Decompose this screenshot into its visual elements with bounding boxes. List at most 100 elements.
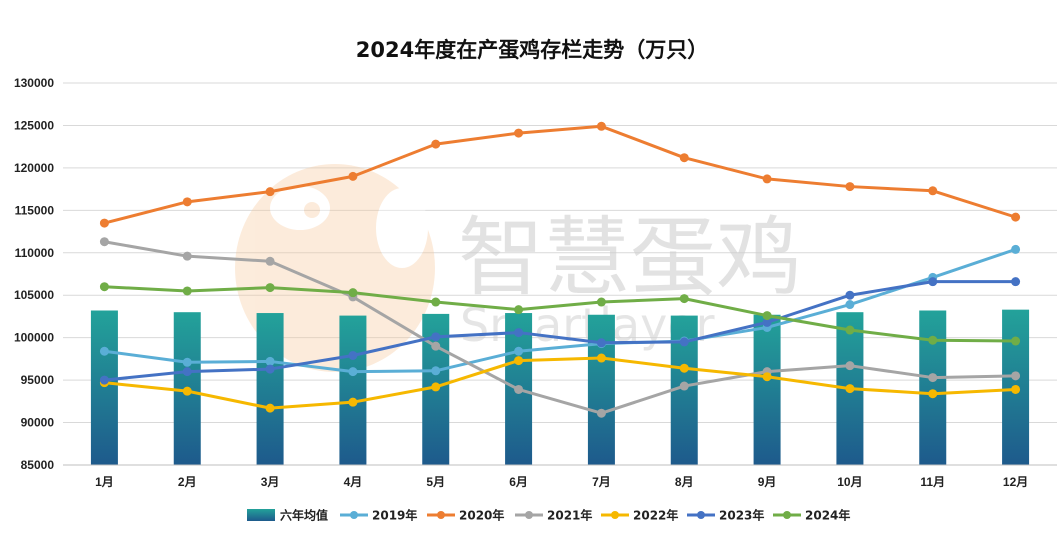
data-point xyxy=(1011,212,1021,222)
legend: 六年均值 2019年 2020年 2021年 2022年 2023年 2024年 xyxy=(247,508,850,523)
legend-item: 2024年 xyxy=(773,508,850,523)
data-point xyxy=(265,256,275,266)
y-tick-label: 105000 xyxy=(14,288,54,302)
y-tick-label: 120000 xyxy=(14,161,54,175)
y-tick-label: 115000 xyxy=(15,203,55,217)
series-line-2020年 xyxy=(99,121,1021,228)
data-point xyxy=(99,218,109,228)
data-point xyxy=(431,366,441,376)
data-point xyxy=(431,382,441,392)
data-point xyxy=(99,237,109,247)
legend-item: 2021年 xyxy=(515,508,592,523)
data-point xyxy=(265,356,275,366)
data-point xyxy=(762,174,772,184)
data-point xyxy=(348,367,358,377)
data-point xyxy=(762,311,772,321)
data-point xyxy=(845,300,855,310)
data-point xyxy=(99,375,109,385)
data-point xyxy=(348,350,358,360)
series-path xyxy=(102,247,1018,374)
legend-label: 2023年 xyxy=(719,508,764,523)
data-point xyxy=(182,367,192,377)
x-tick-label: 7月 xyxy=(592,475,611,489)
data-point xyxy=(182,357,192,367)
legend-marker xyxy=(697,511,705,519)
data-point xyxy=(1011,244,1021,254)
legend-label: 2020年 xyxy=(459,508,504,523)
bar-six-year-avg xyxy=(339,315,367,465)
data-point xyxy=(182,386,192,396)
data-point xyxy=(265,283,275,293)
y-tick-label: 90000 xyxy=(21,416,55,430)
x-tick-label: 3月 xyxy=(261,475,280,489)
data-point xyxy=(348,171,358,181)
data-point xyxy=(928,389,938,399)
data-point xyxy=(596,338,606,348)
x-tick-label: 1月 xyxy=(95,475,114,489)
x-tick-label: 4月 xyxy=(344,475,363,489)
data-point xyxy=(514,384,524,394)
data-point xyxy=(431,332,441,342)
data-point xyxy=(182,286,192,296)
data-point xyxy=(431,341,441,351)
legend-label: 2021年 xyxy=(547,508,592,523)
x-tick-label: 6月 xyxy=(509,475,528,489)
watermark-text-cn: 智慧蛋鸡 xyxy=(458,208,802,308)
y-tick-label: 110000 xyxy=(15,246,55,260)
data-point xyxy=(99,346,109,356)
data-point xyxy=(514,128,524,138)
data-point xyxy=(265,364,275,374)
x-tick-label: 10月 xyxy=(837,475,862,489)
legend-item: 2020年 xyxy=(427,508,504,523)
legend-marker xyxy=(350,511,358,519)
data-point xyxy=(348,288,358,298)
legend-marker xyxy=(783,511,791,519)
data-point xyxy=(596,408,606,418)
data-point xyxy=(514,346,524,356)
y-tick-label: 100000 xyxy=(14,331,54,345)
x-tick-label: 8月 xyxy=(675,475,694,489)
data-point xyxy=(182,251,192,261)
data-point xyxy=(845,182,855,192)
x-tick-label: 9月 xyxy=(758,475,777,489)
data-point xyxy=(845,384,855,394)
data-point xyxy=(845,290,855,300)
data-point xyxy=(679,363,689,373)
data-point xyxy=(1011,336,1021,346)
chart-title: 2024年度在产蛋鸡存栏走势（万只） xyxy=(355,38,709,62)
bar-six-year-avg xyxy=(90,310,118,465)
bar-six-year-avg xyxy=(587,314,615,465)
bar-six-year-avg xyxy=(919,310,947,465)
bar-six-year-avg xyxy=(256,313,284,465)
data-point xyxy=(679,294,689,304)
legend-item: 六年均值 xyxy=(247,508,328,523)
data-point xyxy=(1011,277,1021,287)
x-tick-label: 12月 xyxy=(1003,475,1028,489)
data-point xyxy=(265,403,275,413)
legend-item: 2022年 xyxy=(601,508,678,523)
data-point xyxy=(679,381,689,391)
data-point xyxy=(431,139,441,149)
data-point xyxy=(431,297,441,307)
data-point xyxy=(596,353,606,363)
y-tick-label: 130000 xyxy=(14,76,54,90)
legend-marker xyxy=(611,511,619,519)
data-point xyxy=(182,197,192,207)
data-point xyxy=(1011,371,1021,381)
data-point xyxy=(928,277,938,287)
data-point xyxy=(928,186,938,196)
data-point xyxy=(514,305,524,315)
series-line-2024年 xyxy=(99,282,1021,346)
bar-six-year-avg xyxy=(753,314,781,465)
y-tick-label: 85000 xyxy=(21,458,55,472)
legend-item: 2023年 xyxy=(687,508,764,523)
data-point xyxy=(514,356,524,366)
legend-item: 2019年 xyxy=(340,508,417,523)
y-tick-label: 125000 xyxy=(14,118,54,132)
series-path xyxy=(102,124,1018,225)
legend-marker xyxy=(437,511,445,519)
series-path xyxy=(102,356,1018,410)
data-point xyxy=(928,373,938,383)
series-line-2023年 xyxy=(99,277,1021,385)
